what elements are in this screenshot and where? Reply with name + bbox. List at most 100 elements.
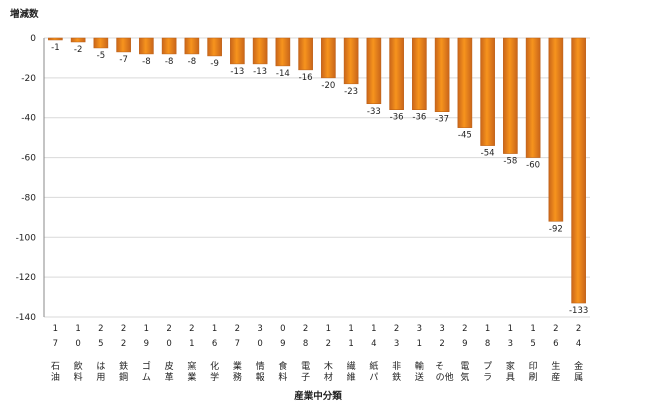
data-label: -37 [435,115,449,125]
category-name-char: 学 [210,371,219,383]
category-name-char: 料 [74,371,83,383]
category-code-digit: 2 [326,339,331,349]
bar [275,37,291,67]
category-name-char: 金 [574,360,583,372]
category-code-digit: 7 [53,339,58,349]
y-tick-label: -140 [16,313,37,323]
y-tick-label: -120 [16,273,37,283]
category-name-char: 務 [233,371,242,383]
bar [480,37,495,146]
category-code-digit: 1 [144,324,149,334]
y-tick-label: -80 [21,193,36,203]
category-code-digit: 1 [53,324,58,334]
category-name-char: は [96,361,105,372]
category-name-char: 業 [187,371,196,383]
category-name-char: 革 [165,371,174,383]
category-code-digit: 1 [508,324,513,334]
category-code-digit: 1 [326,324,331,334]
category-name-char: 木 [324,360,333,372]
category-name-char: 輸 [415,360,424,372]
category-name-char: 材 [324,371,333,383]
y-tick-label: -100 [16,233,37,243]
category-name-char: 鉄 [119,360,128,372]
bar [139,37,154,55]
category-name-char: 家 [506,360,515,372]
category-name-char: の他 [436,371,454,383]
category-code-digit: 2 [98,324,103,334]
category-code-digit: 1 [530,324,535,334]
category-code-digit: 5 [98,339,103,349]
category-name-char: ム [142,372,151,383]
y-tick-label: -20 [21,74,36,84]
category-name-char: 電 [460,361,469,372]
category-name-char: 鉄 [392,371,401,383]
bar [116,37,131,53]
category-name-char: 繊 [347,360,356,372]
data-label: -13 [230,67,244,77]
x-axis-title: 産業中分類 [294,390,342,402]
category-code-digit: 3 [508,339,513,349]
category-name-char: 情 [256,360,265,372]
category-name-char: 油 [51,371,60,383]
category-code-digit: 1 [212,324,217,334]
bar [389,37,404,110]
data-label: -58 [503,157,517,167]
data-label: -54 [481,149,495,159]
category-name-char: 生 [551,360,560,372]
data-label: -13 [253,67,267,77]
y-axis: 0 -20 -40 -60 -80 -100 -120 -140 [16,34,45,323]
category-code-digit: 2 [235,324,240,334]
category-code-digit: 5 [530,339,535,349]
category-code-digit: 2 [462,324,467,334]
category-name-char: 具 [506,372,515,383]
bar [571,37,586,304]
bar [503,37,518,154]
category-name-char: そ [435,361,444,372]
data-label: -8 [142,57,150,67]
category-code-digit: 1 [75,324,80,334]
category-name-char: 飲 [74,360,83,372]
category-code-digit: 8 [303,339,308,349]
category-code-digit: 0 [166,339,171,349]
category-code-digit: 2 [303,324,308,334]
category-code-digit: 4 [371,339,376,349]
bar [184,37,200,55]
category-name-char: 送 [415,371,424,383]
data-label: -133 [569,306,588,316]
category-code-digit: 1 [348,339,353,349]
category-name-char: 産 [551,371,560,383]
data-label: -60 [526,161,540,171]
category-name-char: プ [483,361,492,372]
y-tick-label: 0 [30,34,36,44]
x-axis: 17石油10飲料25は用22鉄鋼19ゴム20皮革21窯業16化学27業務30情報… [51,324,583,383]
bar [161,37,177,55]
category-code-digit: 2 [166,324,171,334]
data-label: -8 [188,57,196,67]
data-label: -9 [210,59,218,69]
category-name-char: 維 [347,371,356,383]
bar [366,37,382,105]
category-code-digit: 3 [439,324,444,334]
y-axis-title: 増減数 [10,8,39,20]
category-code-digit: 9 [280,339,285,349]
category-code-digit: 3 [417,324,422,334]
category-code-digit: 1 [371,324,376,334]
category-code-digit: 7 [235,339,240,349]
category-name-char: 化 [210,360,219,372]
data-label: -8 [165,57,173,67]
category-code-digit: 2 [394,324,399,334]
category-code-digit: 6 [212,339,217,349]
category-code-digit: 3 [394,339,399,349]
category-name-char: 鋼 [119,371,128,383]
category-code-digit: 1 [417,339,422,349]
category-code-digit: 2 [121,324,126,334]
category-code-digit: 2 [189,324,194,334]
category-name-char: 非 [392,360,401,372]
data-label: -16 [299,73,313,83]
category-code-digit: 6 [553,339,558,349]
category-name-char: 料 [278,371,287,383]
category-name-char: 印 [529,360,538,372]
category-code-digit: 0 [280,324,285,334]
data-label: -14 [276,69,290,79]
category-name-char: 刷 [529,372,538,383]
